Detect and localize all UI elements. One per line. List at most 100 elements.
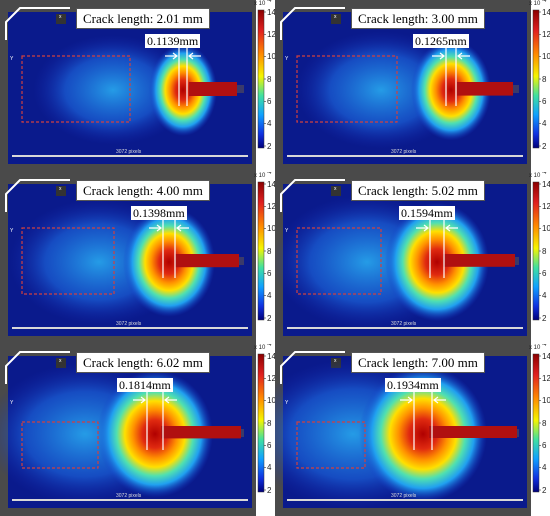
colorbar-tick-label: 12 [267,201,275,211]
crack-band [443,254,515,267]
arrow-left [445,224,458,232]
colorbar-tick-label: 10 [267,52,275,62]
strain-hotspot [123,207,215,317]
corner-bracket [280,179,345,212]
crack-band [189,82,237,96]
arrow-left [188,52,201,60]
reference-box [21,55,131,123]
colorbar-exponent-power: -4 [267,172,272,176]
colorbar-tick-label: 14 [267,179,275,189]
crack-width-label: 0.1814mm [117,378,173,392]
colorbar-tick-label: 8 [542,74,547,84]
arrow-right [165,52,178,60]
corner-bracket [5,7,70,40]
colorbar-tick-label: 2 [267,313,272,323]
strain-panel: 14 12 10 8 6 4 2 x 10 -4 Crack length: 7.00 mm 0.1… [275,344,550,516]
colorbar-tick-label: 6 [542,268,547,278]
x-tag: x [59,358,62,364]
colorbar-tick-label: 10 [267,396,275,406]
colorbar-tick-label: 6 [267,440,272,450]
colorbar-tick-label: 14 [542,179,550,189]
x-tag: x [59,186,62,192]
colorbar-exponent: x 10 [254,1,266,7]
arrow-right [133,396,146,404]
crack-length-title: Crack length: 6.02 mm [76,352,210,373]
colorbar-tick-label: 12 [542,29,550,39]
colorbar-tick-label: 12 [267,29,275,39]
x-tag-box [56,358,66,368]
colorbar-exponent-power: -4 [267,0,272,4]
colorbar-tick-label: 2 [267,485,272,495]
arrow-right [432,52,445,60]
colorbar-exponent-power: -4 [542,172,547,176]
strain-hotspot [97,370,213,498]
crack-length-title: Crack length: 4.00 mm [76,180,210,201]
arrow-left [433,396,446,404]
crack-width-label: 0.1594mm [399,206,455,220]
colorbar-tick-label: 4 [267,291,272,301]
colorbar-tick-label: 6 [267,96,272,106]
arrow-right [400,396,413,404]
colorbar-tick-label: 8 [267,418,272,428]
colorbar-tick-label: 14 [542,351,550,361]
crack-length-title: Crack length: 3.00 mm [351,8,485,29]
pixels-label: 3072 pixels [116,149,142,155]
y-tag: Y [10,228,14,234]
strain-panel: 14 12 10 8 6 4 2 x 10 -4 Crack length: 2.01 mm 0.1… [0,0,275,172]
panel-graphic [0,344,266,516]
x-tag-box [331,186,341,196]
colorbar [532,181,540,321]
crack-band [429,426,517,438]
colorbar [257,9,265,149]
colorbar [257,181,265,321]
crack-width-label: 0.1139mm [145,34,201,48]
pixels-label: 3072 pixels [391,149,417,155]
x-tag-box [331,14,341,24]
panel-graphic [275,0,541,172]
crack-width-label: 0.1934mm [385,378,441,392]
colorbar-tick-label: 8 [542,418,547,428]
crack-length-title: Crack length: 5.02 mm [351,180,485,201]
colorbar-tick-label: 14 [542,7,550,17]
corner-bracket [280,351,345,384]
corner-bracket [280,7,345,40]
x-tag: x [334,14,337,20]
y-tag: Y [10,400,14,406]
arrow-left [176,224,189,232]
pixels-label: 3072 pixels [116,493,142,499]
colorbar-tick-label: 10 [542,52,550,62]
colorbar-exponent: x 10 [254,173,266,179]
colorbar-tick-label: 2 [542,485,547,495]
colorbar-exponent-power: -4 [542,344,547,348]
colorbar-tick-label: 4 [542,291,547,301]
crack-band [457,82,513,96]
x-tag-box [56,14,66,24]
crack-tail [241,429,244,437]
colorbar-tick-label: 8 [542,246,547,256]
colorbar-tick-label: 8 [267,74,272,84]
colorbar-tick-label: 4 [542,463,547,473]
colorbar-exponent: x 10 [529,173,541,179]
colorbar-tick-label: 10 [267,224,275,234]
arrow-left [164,396,177,404]
strain-panel: 14 12 10 8 6 4 2 x 10 -4 Crack length: 5.02 mm 0.1… [275,172,550,344]
colorbar-tick-label: 6 [267,268,272,278]
colorbar-tick-label: 2 [542,141,547,151]
strain-panel: 14 12 10 8 6 4 2 x 10 -4 Crack length: 6.02 mm 0.1… [0,344,275,516]
crack-band [175,254,239,268]
crack-tail [513,85,519,93]
colorbar-tick-label: 10 [542,224,550,234]
colorbar [257,353,265,493]
y-tag: Y [285,400,289,406]
pixels-label: 3072 pixels [391,493,417,499]
colorbar-tick-label: 12 [267,373,275,383]
colorbar-tick-label: 4 [542,119,547,129]
crack-width-label: 0.1398mm [131,206,187,220]
strain-hotspot [411,39,491,141]
reference-box [296,227,382,295]
crack-tail [239,257,244,265]
y-tag: Y [10,56,14,62]
strain-panel: 14 12 10 8 6 4 2 x 10 -4 Crack length: 3.00 mm 0.1… [275,0,550,172]
crack-length-title: Crack length: 7.00 mm [351,352,485,373]
colorbar-tick-label: 6 [542,440,547,450]
